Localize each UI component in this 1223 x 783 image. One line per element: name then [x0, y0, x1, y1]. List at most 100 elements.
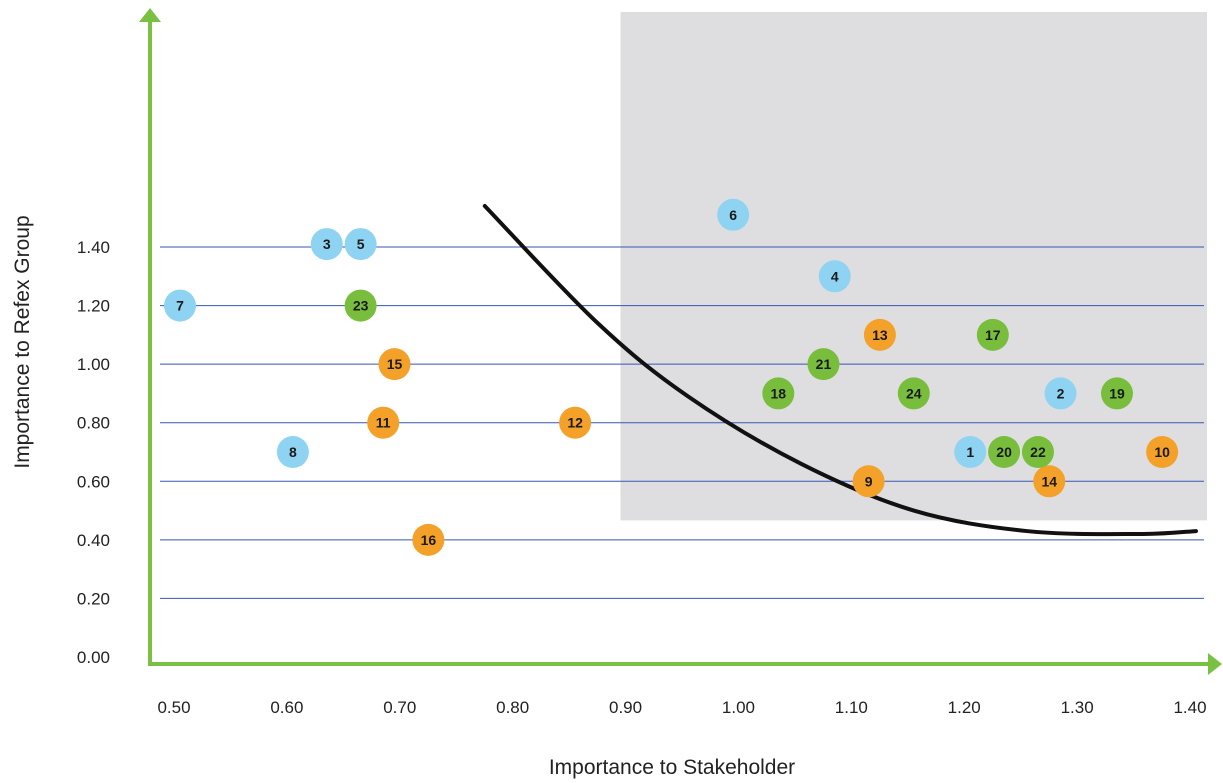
point-marker — [988, 436, 1021, 468]
point-label: 2 — [1057, 385, 1065, 401]
x-tick-label: 0.60 — [270, 698, 303, 717]
point-marker — [344, 289, 377, 322]
materiality-threshold-curve — [482, 204, 1198, 537]
point-marker — [559, 406, 592, 439]
point-marker — [976, 318, 1009, 351]
point-label: 6 — [729, 207, 737, 223]
highlight-region — [620, 12, 1207, 521]
point-label: 12 — [567, 415, 583, 431]
point-5: 5 — [344, 228, 377, 261]
x-tick-label: 0.50 — [157, 698, 190, 717]
point-label: 21 — [816, 356, 832, 372]
point-marker — [762, 377, 795, 410]
y-tick-label: 0.60 — [77, 472, 110, 491]
point-label: 9 — [865, 473, 873, 489]
point-11: 11 — [367, 406, 400, 439]
y-axis-label: Importance to Refex Group — [11, 215, 34, 468]
point-label: 3 — [323, 236, 331, 252]
y-tick-label: 0.00 — [77, 648, 110, 667]
point-15: 15 — [378, 348, 411, 381]
y-tick-labels: 0.00 0.20 0.40 0.60 0.80 1.00 1.20 1.40 — [77, 238, 110, 667]
point-marker — [367, 406, 400, 439]
point-label: 20 — [996, 444, 1012, 460]
point-20: 20 — [988, 436, 1021, 468]
y-tick-label: 1.00 — [77, 355, 110, 374]
point-1: 1 — [954, 436, 987, 468]
point-marker — [863, 318, 896, 351]
point-label: 13 — [872, 327, 888, 343]
point-13: 13 — [863, 318, 896, 351]
x-tick-label: 0.70 — [383, 698, 416, 717]
point-7: 7 — [164, 289, 196, 322]
point-marker — [276, 436, 309, 468]
y-tick-label: 0.20 — [77, 589, 110, 608]
point-3: 3 — [310, 228, 343, 261]
point-marker — [310, 228, 343, 261]
point-label: 19 — [1109, 385, 1125, 401]
point-marker — [412, 523, 445, 556]
y-tick-label: 1.40 — [77, 238, 110, 257]
point-marker — [378, 348, 411, 381]
point-label: 10 — [1154, 444, 1170, 460]
point-4: 4 — [818, 260, 851, 293]
point-marker — [1146, 436, 1179, 468]
point-10: 10 — [1146, 436, 1179, 468]
point-24: 24 — [897, 377, 930, 410]
point-label: 7 — [176, 298, 184, 314]
point-label: 14 — [1041, 473, 1057, 489]
point-23: 23 — [344, 289, 377, 322]
point-label: 8 — [289, 444, 297, 460]
x-axis-label: Importance to Stakeholder — [549, 756, 795, 779]
point-16: 16 — [412, 523, 445, 556]
x-tick-label: 1.20 — [948, 698, 981, 717]
y-tick-label: 1.20 — [77, 297, 110, 316]
point-21: 21 — [807, 348, 840, 381]
point-marker — [897, 377, 930, 410]
point-19: 19 — [1100, 377, 1133, 410]
point-label: 15 — [387, 356, 403, 372]
point-marker — [818, 260, 851, 293]
point-marker — [852, 465, 885, 498]
x-tick-label: 0.80 — [496, 698, 529, 717]
point-marker — [954, 436, 987, 468]
point-marker — [807, 348, 840, 381]
point-marker — [1100, 377, 1133, 410]
point-8: 8 — [276, 436, 309, 468]
point-17: 17 — [976, 318, 1009, 351]
point-label: 22 — [1030, 444, 1046, 460]
point-label: 5 — [357, 236, 365, 252]
point-12: 12 — [559, 406, 592, 439]
y-tick-label: 0.80 — [77, 414, 110, 433]
point-9: 9 — [852, 465, 885, 498]
x-tick-labels: 0.50 0.60 0.70 0.80 0.90 1.00 1.10 1.20 1.30 1.40 — [157, 698, 1206, 717]
y-axis-arrow — [139, 8, 161, 22]
point-marker — [1044, 377, 1077, 410]
point-marker — [1033, 465, 1066, 498]
point-18: 18 — [762, 377, 795, 410]
x-axis-arrow — [1208, 653, 1222, 675]
x-tick-label: 1.30 — [1061, 698, 1094, 717]
x-tick-label: 1.10 — [835, 698, 868, 717]
point-label: 16 — [421, 532, 437, 548]
x-tick-label: 1.00 — [722, 698, 755, 717]
point-label: 4 — [831, 268, 839, 284]
point-22: 22 — [1021, 436, 1054, 468]
axes — [139, 8, 1222, 675]
point-label: 11 — [376, 415, 391, 431]
point-label: 1 — [966, 444, 974, 460]
y-tick-label: 0.40 — [77, 531, 110, 550]
x-tick-label: 1.40 — [1173, 698, 1206, 717]
point-marker — [164, 289, 196, 322]
point-marker — [1021, 436, 1054, 468]
point-label: 17 — [985, 327, 1001, 343]
point-6: 6 — [717, 198, 750, 231]
point-label: 24 — [906, 385, 922, 401]
point-marker — [344, 228, 377, 261]
point-label: 18 — [771, 385, 787, 401]
point-label: 23 — [353, 298, 369, 314]
point-14: 14 — [1033, 465, 1066, 498]
point-2: 2 — [1044, 377, 1077, 410]
point-marker — [717, 198, 750, 231]
